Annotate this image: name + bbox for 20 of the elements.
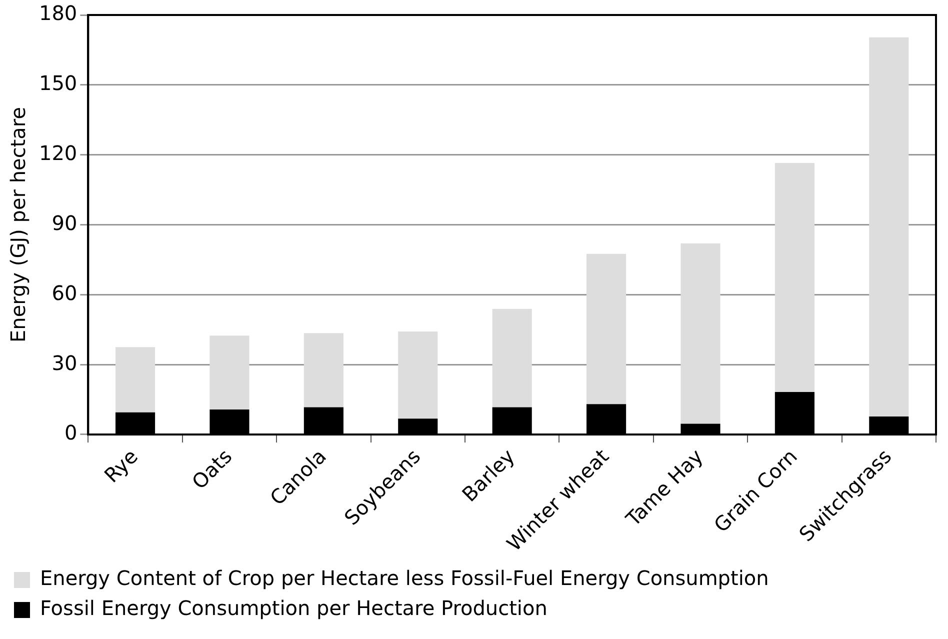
- legend-label: Energy Content of Crop per Hectare less Fossil-Fuel Energy Consumption: [40, 566, 769, 590]
- y-tick-label: 0: [64, 420, 78, 445]
- y-tick-label: 30: [52, 350, 78, 375]
- bar: [210, 336, 250, 410]
- bar: [586, 254, 626, 404]
- bar: [774, 162, 814, 392]
- bar: [869, 37, 909, 417]
- bar: [492, 308, 532, 408]
- bar: [115, 347, 156, 412]
- legend-label: Fossil Energy Consumption per Hectare Production: [40, 596, 548, 620]
- y-tick-label: 120: [38, 141, 78, 166]
- y-tick-label: 90: [52, 210, 78, 235]
- x-tick-label: Rye: [99, 444, 142, 488]
- bar: [680, 243, 720, 424]
- y-tick-label: 150: [38, 71, 78, 96]
- bar: [304, 333, 344, 408]
- y-tick-label: 180: [38, 1, 78, 26]
- bar: [398, 331, 438, 419]
- y-tick-label: 60: [52, 280, 78, 305]
- y-axis-title: Energy (GJ) per hectare: [6, 106, 30, 342]
